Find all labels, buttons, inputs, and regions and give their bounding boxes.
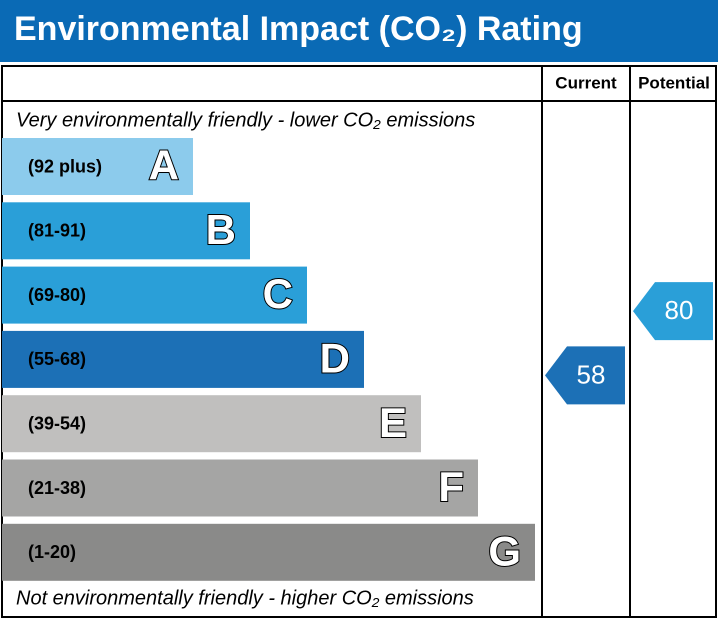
rating-arrow xyxy=(545,346,625,405)
band-letter: D xyxy=(320,334,350,381)
title-bar xyxy=(0,0,718,62)
band-letter: F xyxy=(438,463,464,510)
band-letter: B xyxy=(206,206,236,253)
band-range: (69-80) xyxy=(28,285,86,305)
band xyxy=(2,330,364,388)
band-range: (21-38) xyxy=(28,478,86,498)
rating-value: 80 xyxy=(665,295,694,325)
bottom-note: Not environmentally friendly - higher CO… xyxy=(16,587,474,609)
band-range: (55-68) xyxy=(28,349,86,369)
column-header: Current xyxy=(555,73,617,92)
band-letter: A xyxy=(149,142,179,189)
band-range: (81-91) xyxy=(28,221,86,241)
band xyxy=(2,202,250,260)
rating-arrow xyxy=(633,282,713,341)
band-range: (39-54) xyxy=(28,413,86,433)
band xyxy=(2,523,535,581)
band-letter: C xyxy=(263,270,293,317)
band xyxy=(2,138,193,195)
rating-value: 58 xyxy=(577,359,606,389)
band xyxy=(2,459,478,517)
band-range: (92 plus) xyxy=(28,156,102,176)
top-note: Very environmentally friendly - lower CO… xyxy=(16,109,475,131)
band-range: (1-20) xyxy=(28,542,76,562)
band-letter: G xyxy=(488,527,521,574)
band xyxy=(2,395,421,453)
band-letter: E xyxy=(379,399,407,446)
chart-title: Environmental Impact (CO₂) Rating xyxy=(14,10,583,48)
column-header: Potential xyxy=(638,73,710,92)
band xyxy=(2,266,307,324)
